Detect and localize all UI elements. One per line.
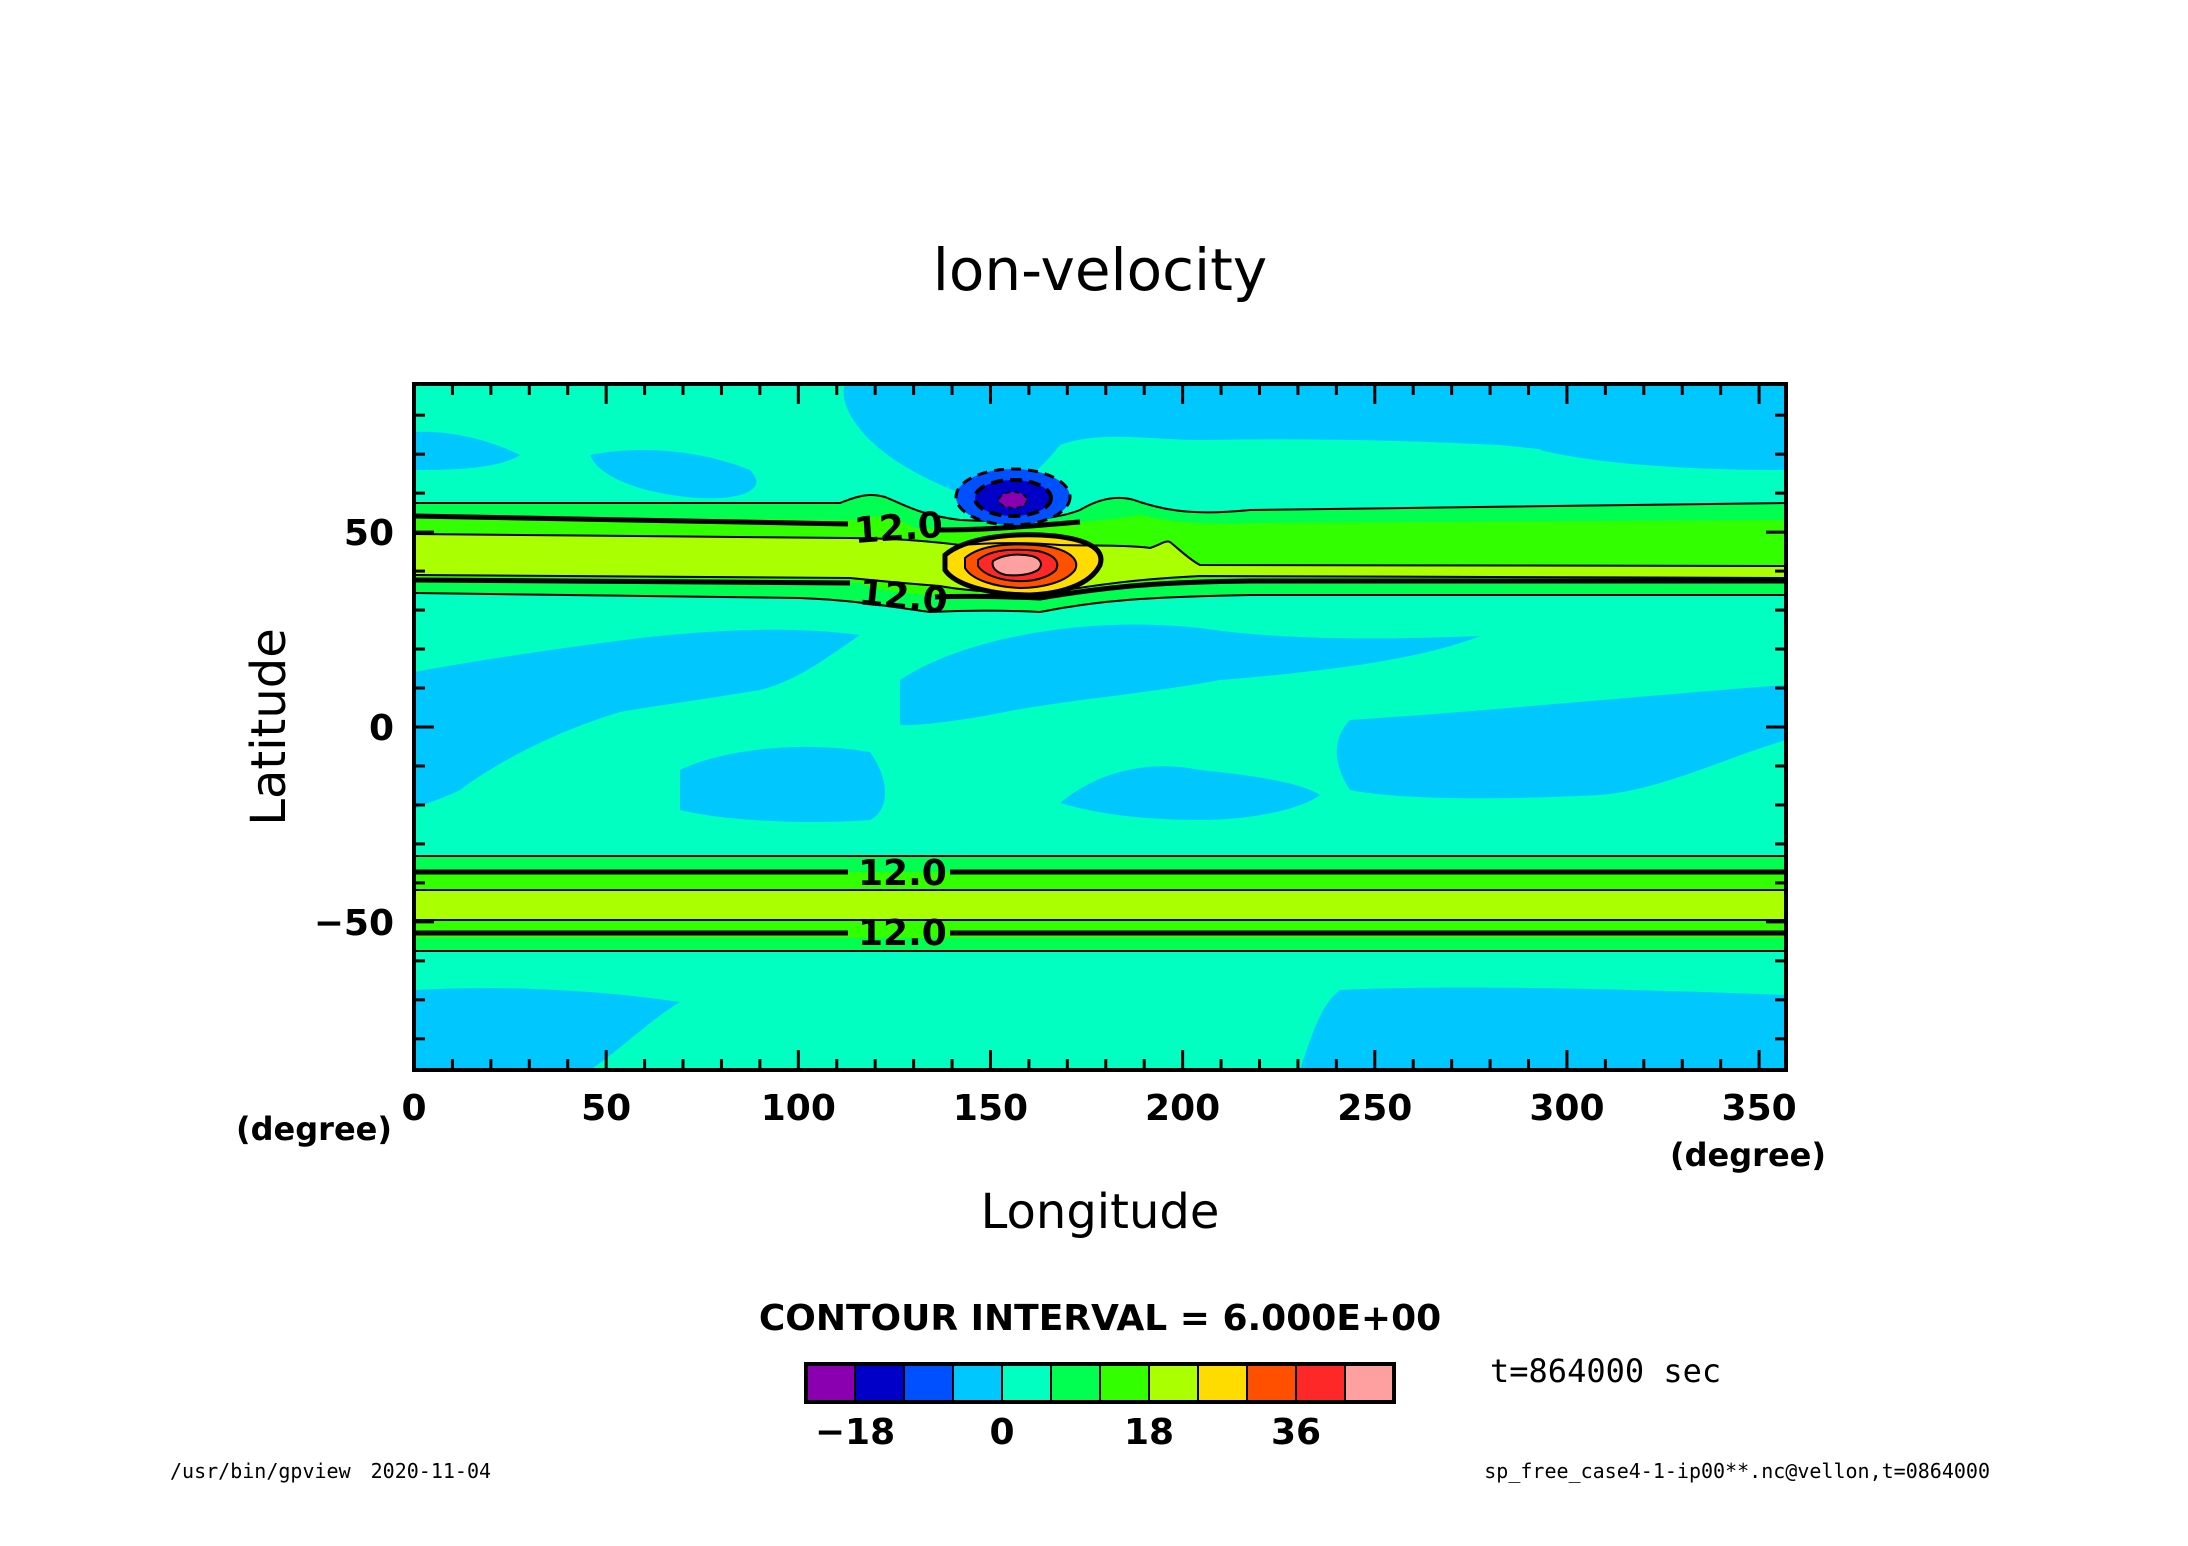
x-tick-label: 0	[401, 1088, 426, 1129]
colorbar-swatch	[903, 1363, 954, 1403]
y-axis-label: Latitude	[241, 628, 297, 826]
colorbar-tick-label: 0	[989, 1412, 1014, 1453]
y-tick-label: −50	[314, 903, 394, 944]
x-axis-label: Longitude	[981, 1184, 1220, 1240]
x-tick-label: 200	[1145, 1088, 1220, 1129]
source-info: sp_free_case4-1-ip00**.nc@vellon,t=08640…	[1484, 1459, 1990, 1483]
n-anomaly-level-42-48	[992, 554, 1041, 576]
colorbar-swatch	[1295, 1363, 1346, 1403]
colorbar-swatch	[805, 1363, 856, 1403]
contour-label: 12.0	[857, 572, 950, 622]
program-path: /usr/bin/gpview	[170, 1459, 352, 1483]
y-tick-label: 50	[344, 513, 394, 554]
contour-label: 12.0	[858, 853, 947, 894]
negative-anomaly	[954, 467, 1072, 527]
program-info: /usr/bin/gpview 2020-11-04	[170, 1459, 491, 1483]
colorbar-tick-label: 36	[1271, 1412, 1321, 1453]
x-tick-label: 50	[581, 1088, 631, 1129]
colorbar-swatch	[1197, 1363, 1248, 1403]
y-tick-label: 0	[369, 708, 394, 749]
n-jet-contour-lines	[414, 494, 1786, 614]
x-tick-label: 150	[953, 1088, 1028, 1129]
colorbar-swatch	[1246, 1363, 1297, 1403]
colorbar-swatch	[952, 1363, 1003, 1403]
x-unit-left: (degree)	[236, 1110, 392, 1148]
neg-anomaly-level-neg24-neg18	[999, 492, 1027, 508]
colorbar: −18 0 18 36	[804, 1362, 1396, 1453]
colorbar-swatch	[1099, 1363, 1150, 1403]
southern-jet	[414, 855, 1786, 952]
colorbar-swatch	[1344, 1363, 1395, 1403]
program-date: 2020-11-04	[371, 1459, 491, 1483]
s-jet-contour-lines	[414, 855, 1786, 952]
contour-labels: 12.0 12.0 12.0 12.0	[853, 505, 950, 954]
x-unit-right: (degree)	[1670, 1136, 1826, 1174]
axis-tick-labels: 0 50 100 150 200 250 300 350 −50 0 50	[314, 513, 1797, 1129]
colorbar-frame	[804, 1362, 1396, 1404]
contour-field: 12.0 12.0 12.0 12.0	[414, 384, 1786, 1070]
regions-level-neg6-0	[414, 384, 1786, 1070]
time-label: t=864000 sec	[1490, 1352, 1721, 1390]
contour-label: 12.0	[858, 913, 947, 954]
contour-label: 12.0	[853, 505, 944, 552]
colorbar-swatch	[1148, 1363, 1199, 1403]
colorbar-swatch	[1050, 1363, 1101, 1403]
x-tick-label: 100	[761, 1088, 836, 1129]
chart-title: lon-velocity	[933, 236, 1267, 304]
colorbar-swatch	[1001, 1363, 1052, 1403]
x-tick-label: 250	[1337, 1088, 1412, 1129]
x-tick-label: 350	[1722, 1088, 1797, 1129]
contour-interval-label: CONTOUR INTERVAL = 6.000E+00	[759, 1298, 1441, 1339]
s-jet-level-18-24	[414, 890, 1786, 920]
colorbar-tick-label: −18	[815, 1412, 895, 1453]
axis-ticks	[412, 384, 1786, 1070]
colorbar-tick-label: 18	[1124, 1412, 1174, 1453]
northern-jet	[414, 494, 1786, 614]
x-tick-label: 300	[1529, 1088, 1604, 1129]
colorbar-swatch	[854, 1363, 905, 1403]
